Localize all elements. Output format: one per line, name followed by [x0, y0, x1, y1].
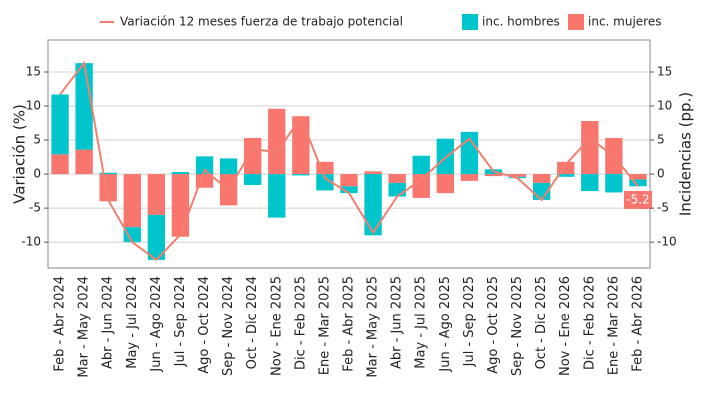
bar [508, 174, 527, 177]
x-tick-label: Oct - Dic 2025 [534, 276, 549, 369]
x-tick-label: May - Jul 2025 [414, 276, 429, 369]
y2-tick-label: 0 [657, 167, 665, 181]
plot-frame [47, 39, 651, 269]
bar [171, 172, 190, 175]
x-tick-label: Mar - May 2024 [77, 276, 92, 378]
x-tick-label: Feb - Abr 2025 [342, 276, 357, 372]
legend-swatch [568, 14, 584, 30]
x-tick-label: Mar - May 2025 [366, 276, 381, 378]
bar [340, 186, 358, 194]
bar [316, 174, 334, 191]
bar [268, 174, 286, 218]
bar [364, 171, 382, 175]
bar [75, 149, 93, 175]
y2-tick-label: 5 [657, 133, 665, 147]
bar [412, 155, 430, 175]
bar [75, 63, 93, 150]
bar [532, 174, 551, 183]
x-tick-label: Ago - Oct 2025 [486, 276, 501, 374]
bar [99, 172, 117, 175]
bar [123, 174, 141, 228]
bar [436, 174, 454, 194]
y-tick-label: -10 [21, 235, 41, 249]
bar [268, 108, 286, 175]
bar [292, 174, 310, 176]
x-tick-label: Dic - Feb 2026 [582, 276, 597, 370]
x-tick-label: Ene - Mar 2026 [606, 276, 621, 375]
x-tick-label: Nov - Ene 2025 [269, 276, 284, 376]
legend-label: inc. hombres [482, 15, 560, 29]
bar [484, 174, 503, 177]
y2-tick-label: -5 [657, 201, 669, 215]
y2-tick-label: 15 [657, 64, 672, 78]
bar [219, 158, 238, 175]
annotation: -5.2 [626, 193, 649, 207]
annotation-box [624, 191, 652, 209]
x-tick-label: Ene - Mar 2025 [317, 276, 332, 375]
x-tick-label: Feb - Abr 2026 [630, 276, 645, 372]
y-tick-label: 5 [33, 133, 41, 147]
bar [171, 174, 190, 237]
x-tick-label: Jul - Sep 2025 [462, 276, 477, 367]
y-tick-label: 15 [26, 64, 41, 78]
line [59, 60, 639, 262]
bar [244, 174, 262, 185]
y2-axis-label: Incidencias (pp.) [677, 92, 695, 216]
legend-label: inc. mujeres [588, 15, 661, 29]
bar [147, 174, 166, 215]
bar [364, 174, 382, 236]
y-tick-label: -5 [29, 201, 41, 215]
bar [244, 138, 262, 175]
x-tick-label: Ago - Oct 2024 [197, 276, 212, 374]
bar [412, 174, 430, 198]
legend-label: Variación 12 meses fuerza de trabajo pot… [120, 15, 403, 29]
bar [147, 214, 166, 260]
x-tick-label: Sep - Nov 2025 [510, 276, 525, 376]
bar [629, 174, 647, 180]
bar [51, 94, 69, 155]
x-tick-label: Abr - Jun 2024 [101, 276, 116, 369]
x-tick-label: Sep - Nov 2024 [221, 276, 236, 376]
bar [388, 182, 406, 197]
bar [195, 156, 214, 175]
y-tick-label: 0 [33, 167, 41, 181]
x-tick-label: May - Jul 2024 [125, 276, 140, 369]
bar [388, 174, 406, 183]
bar [340, 174, 358, 187]
x-tick-label: Jun - Ago 2025 [438, 276, 453, 373]
x-tick-label: Jun - Ago 2024 [149, 276, 164, 373]
bar [605, 174, 623, 193]
y2-tick-label: -10 [657, 235, 677, 249]
bar [51, 154, 69, 175]
bar [123, 227, 141, 243]
bars [51, 63, 647, 260]
bar [581, 174, 599, 192]
line-layer [59, 60, 639, 262]
y-tick-label: 10 [26, 99, 41, 113]
bar [581, 120, 599, 175]
bar [460, 174, 479, 181]
bar [436, 138, 454, 175]
bar [629, 179, 647, 187]
legend-swatch [462, 14, 478, 30]
y2-tick-label: 10 [657, 99, 672, 113]
x-tick-label: Abr - Jun 2025 [390, 276, 405, 369]
y-axis-label: Variación (%) [11, 104, 29, 204]
x-tick-label: Feb - Abr 2024 [53, 276, 68, 372]
x-tick-label: Jul - Sep 2024 [173, 276, 188, 367]
x-tick-label: Dic - Feb 2025 [293, 276, 308, 370]
bar [557, 174, 575, 177]
x-tick-label: Nov - Ene 2026 [558, 276, 573, 376]
x-tick-label: Oct - Dic 2024 [245, 276, 260, 369]
